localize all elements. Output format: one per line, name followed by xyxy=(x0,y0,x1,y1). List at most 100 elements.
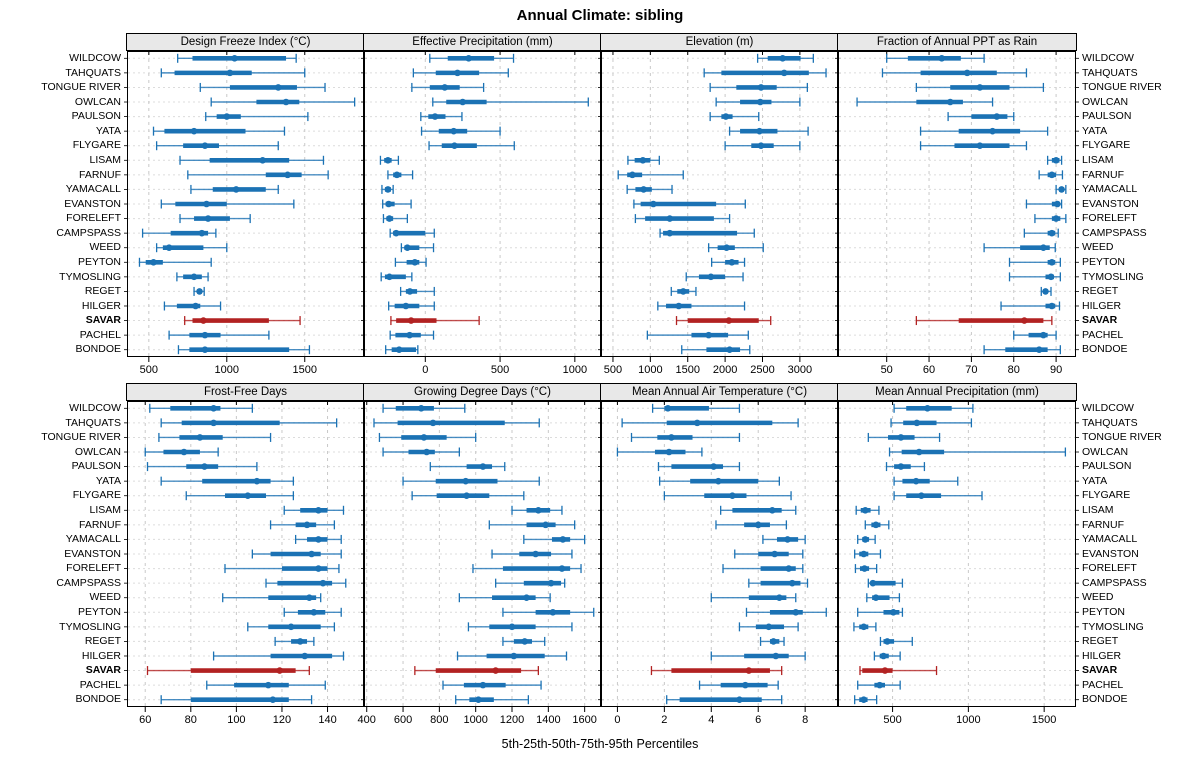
x-tick-label: 50 xyxy=(880,364,893,376)
median-dot xyxy=(650,200,657,208)
median-dot xyxy=(1048,171,1056,179)
median-dot xyxy=(192,302,199,310)
site-label: FARNUF xyxy=(79,168,121,181)
x-tick-label: 2500 xyxy=(750,364,775,376)
median-dot xyxy=(754,521,762,529)
x-tick-label: 140 xyxy=(318,714,337,726)
median-dot xyxy=(201,142,209,150)
site-label: WILDCOW xyxy=(1082,402,1134,414)
site-labels-left: WILDCOW TAHQUATS TONGUE RIVER OWLCAN PAULSON… xyxy=(0,51,121,357)
median-dot xyxy=(860,550,868,558)
median-dot xyxy=(861,565,868,572)
median-dot xyxy=(420,434,428,441)
x-axis: 500 1000 1500 xyxy=(127,364,364,378)
panel-header: Frost-Free Days xyxy=(126,383,365,401)
median-dot xyxy=(723,244,730,252)
x-tick-label: 70 xyxy=(965,364,978,376)
site-label: EVANSTON xyxy=(1082,547,1139,560)
site-label: PAULSON xyxy=(1082,460,1132,473)
median-dot xyxy=(725,317,733,324)
median-dot xyxy=(465,55,472,62)
median-dot xyxy=(629,171,636,179)
median-dot xyxy=(963,69,971,77)
site-label: TONGUE RIVER xyxy=(41,81,121,94)
site-label: FORELEFT xyxy=(66,212,121,225)
median-dot xyxy=(1052,156,1060,164)
x-axis: 50 60 70 80 90 xyxy=(838,364,1076,378)
x-tick-label: 1500 xyxy=(292,364,317,376)
median-dot xyxy=(523,594,530,602)
median-dot xyxy=(196,434,204,441)
x-tick-label: 0 xyxy=(422,364,429,376)
site-label: OWLCAN xyxy=(74,95,121,108)
median-dot xyxy=(282,98,290,106)
median-dot xyxy=(190,273,198,281)
median-dot xyxy=(284,171,291,179)
median-dot xyxy=(200,317,207,324)
median-dot xyxy=(640,186,647,193)
site-labels-right: WILDCOW TAHQUATS TONGUE RIVER OWLCAN PAULSON… xyxy=(1082,401,1200,707)
median-dot xyxy=(269,696,277,703)
median-dot xyxy=(912,477,920,485)
median-dot xyxy=(386,215,393,222)
site-label: PAULSON xyxy=(71,110,121,123)
median-dot xyxy=(287,623,295,631)
x-tick-label: 3000 xyxy=(787,364,813,376)
median-dot xyxy=(417,405,425,412)
median-dot xyxy=(315,536,322,543)
site-label: PACHEL xyxy=(79,328,121,341)
panel-header: Design Freeze Index (°C) xyxy=(126,33,365,51)
median-dot xyxy=(946,98,954,106)
site-label: TYMOSLING xyxy=(59,620,121,633)
site-label: PEYTON xyxy=(78,255,121,268)
median-dot xyxy=(705,331,712,339)
median-dot xyxy=(880,652,887,660)
x-tick-label: 100 xyxy=(227,714,246,726)
median-dot xyxy=(989,127,996,135)
median-dot xyxy=(429,419,437,427)
median-dot xyxy=(890,608,897,616)
x-tick-label: 1500 xyxy=(675,364,700,376)
median-dot xyxy=(165,244,173,252)
median-dot xyxy=(771,550,778,558)
site-label: LISAM xyxy=(1082,153,1114,166)
median-dot xyxy=(1048,302,1056,310)
x-tick-label: 1000 xyxy=(562,364,588,376)
x-tick-label: 1000 xyxy=(463,714,488,726)
median-dot xyxy=(190,127,198,135)
site-label: FLYGARE xyxy=(72,139,121,152)
median-dot xyxy=(869,579,877,587)
x-axis: 0 2 4 6 8 xyxy=(601,714,838,728)
median-dot xyxy=(406,331,413,339)
median-dot xyxy=(742,681,749,689)
site-label: PAULSON xyxy=(1082,110,1132,123)
median-dot xyxy=(223,113,231,120)
panel-header: Mean Annual Air Temperature (°C) xyxy=(600,383,839,401)
x-tick-label: 120 xyxy=(272,714,292,726)
median-dot xyxy=(915,448,923,456)
median-dot xyxy=(666,229,674,237)
median-dot xyxy=(872,521,880,529)
x-axis: 60 80 100 120 140 xyxy=(127,714,364,728)
site-label: WEED xyxy=(89,591,122,604)
median-dot xyxy=(475,696,482,703)
median-dot xyxy=(780,69,788,77)
x-tick-label: 1000 xyxy=(638,364,663,376)
chart-title: Annual Climate: sibling xyxy=(516,7,684,24)
median-dot xyxy=(319,579,327,587)
median-dot xyxy=(976,142,984,150)
median-dot xyxy=(508,623,516,631)
x-tick-label: 2 xyxy=(661,714,668,726)
site-label: YAMACALL xyxy=(1082,183,1138,196)
median-dot xyxy=(693,419,701,427)
panel-canvas xyxy=(361,51,604,362)
x-tick-label: 2000 xyxy=(712,364,738,376)
median-dot xyxy=(558,565,566,572)
site-label: OWLCAN xyxy=(1082,445,1129,458)
panel-canvas xyxy=(124,51,367,362)
median-dot xyxy=(679,288,687,295)
median-dot xyxy=(231,55,238,62)
panel-canvas xyxy=(598,51,841,362)
site-label: YATA xyxy=(1082,474,1108,487)
site-label: YAMACALL xyxy=(65,533,121,546)
